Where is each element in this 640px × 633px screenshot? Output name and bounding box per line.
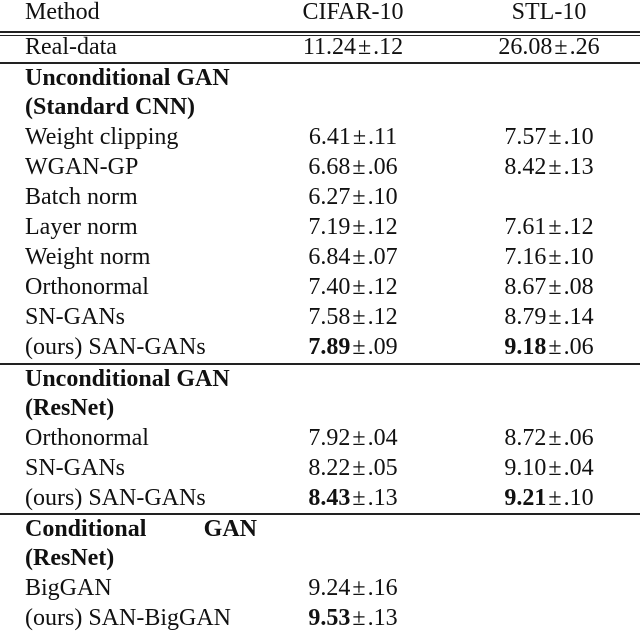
method-cell: Real-data [25, 34, 117, 60]
section-rule [0, 513, 640, 515]
stl-cell: 26.08±.26 [498, 34, 600, 60]
table-row: WGAN-GP 6.68±.06 8.42±.13 [25, 154, 594, 180]
section-header-cond-resnet-line2: (ResNet) [25, 545, 115, 571]
table-row: Orthonormal 7.40±.12 8.67±.08 [25, 274, 594, 300]
table-row-ours: (ours) SAN-GANs 8.43±.13 9.21±.10 [25, 485, 594, 511]
section-header-uncond-cnn-line2: (Standard CNN) [25, 94, 196, 120]
table-row: Orthonormal 7.92±.04 8.72±.06 [25, 425, 594, 451]
table-row: Layer norm 7.19±.12 7.61±.12 [25, 214, 594, 240]
section-header-uncond-cnn: Unconditional GAN [25, 65, 230, 91]
header-stl10: STL-10 [511, 0, 587, 25]
header-method: Method [25, 0, 100, 25]
table-row-real-data: Real-data 11.24±.12 26.08±.26 [0, 32, 640, 62]
table-row: SN-GANs 8.22±.05 9.10±.04 [25, 455, 594, 481]
section-header-uncond-resnet: Unconditional GAN [25, 366, 230, 392]
section-header-uncond-resnet-line2: (ResNet) [25, 395, 115, 421]
table-row-ours: (ours) SAN-BigGAN 9.53±.13 [25, 605, 398, 631]
table-row-ours: (ours) SAN-GANs 7.89±.09 9.18±.06 [25, 334, 594, 360]
table-row: BigGAN 9.24±.16 [25, 575, 398, 601]
section-header-cond-resnet: Conditional GAN [25, 516, 257, 542]
section-rule [0, 62, 640, 64]
double-rule-top [0, 31, 640, 33]
section-rule [0, 363, 640, 365]
table-row: SN-GANs 7.58±.12 8.79±.14 [25, 304, 594, 330]
double-rule-bottom [0, 35, 640, 36]
table-row: Weight norm 6.84±.07 7.16±.10 [25, 244, 594, 270]
table-row: Weight clipping 6.41±.11 7.57±.10 [25, 124, 594, 150]
cifar-cell: 11.24±.12 [302, 34, 404, 60]
table-row: Batch norm 6.27±.10 [25, 184, 398, 210]
table-header-row: Method CIFAR-10 STL-10 [0, 0, 640, 27]
header-cifar10: CIFAR-10 [302, 0, 404, 25]
